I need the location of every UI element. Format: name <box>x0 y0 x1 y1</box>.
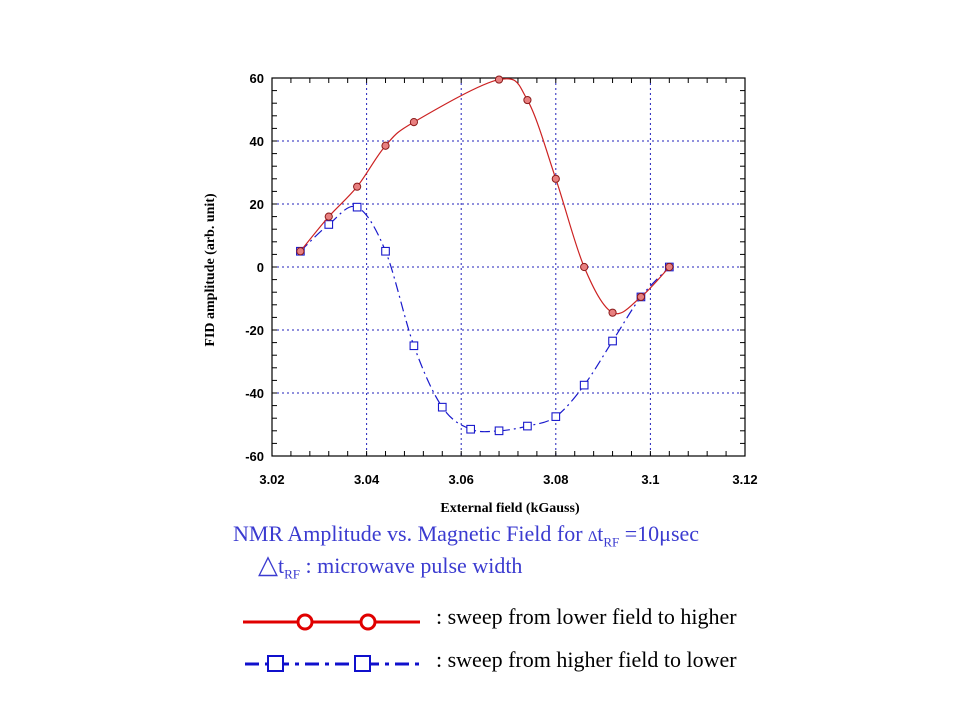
y-tick-label: -40 <box>245 386 264 401</box>
caption-line-1-prefix: NMR Amplitude vs. Magnetic Field for <box>233 521 589 546</box>
legend-red-marker <box>296 613 314 631</box>
series-line-lower-to-higher <box>299 78 670 315</box>
data-point-square <box>523 421 532 431</box>
caption-line-2-rf-subscript: RF <box>284 566 301 582</box>
grid <box>272 78 745 456</box>
data-point-square <box>579 380 589 390</box>
y-tick-label: 20 <box>250 197 264 212</box>
y-tick-label: 40 <box>250 134 264 149</box>
x-tick-label: 3.08 <box>543 472 568 487</box>
caption-line-1: NMR Amplitude vs. Magnetic Field for ∆tR… <box>233 521 699 550</box>
legend-blue-marker <box>354 655 371 672</box>
data-point-circle <box>409 118 418 127</box>
series-line-higher-to-lower <box>299 205 670 433</box>
caption-t: t <box>597 521 604 546</box>
data-point-square <box>608 336 617 346</box>
plot-border <box>271 77 746 457</box>
data-point-circle <box>494 75 504 84</box>
x-tick-label: 3.02 <box>259 472 284 487</box>
legend-red-marker <box>359 613 377 631</box>
data-point-square <box>352 202 362 212</box>
data-point-square <box>551 412 561 421</box>
y-tick-label: -20 <box>245 323 264 338</box>
y-tick-label: 60 <box>250 71 264 86</box>
data-point-square <box>494 426 504 436</box>
delta-symbol: ∆ <box>588 529 598 545</box>
legend-label-blue: : sweep from higher field to lower <box>436 647 737 672</box>
x-tick-label: 3.12 <box>732 472 757 487</box>
data-point-circle <box>551 174 560 183</box>
data-point-circle <box>381 141 390 150</box>
data-point-circle <box>296 247 305 256</box>
data-point-square <box>409 341 419 351</box>
legend <box>243 613 420 672</box>
data-point-square <box>466 424 476 434</box>
y-tick-label: 0 <box>257 260 264 275</box>
caption-rf-subscript: RF <box>603 534 620 550</box>
data-point-circle <box>636 292 646 302</box>
y-axis-label: FID amplitude (arb. unit) <box>203 193 218 347</box>
series-layer <box>296 75 674 436</box>
y-tick-label: -60 <box>245 449 264 464</box>
x-axis-label: External field (kGauss) <box>440 501 580 516</box>
caption-line-2-suffix: : microwave pulse width <box>300 553 523 578</box>
legend-blue-marker <box>267 655 284 672</box>
data-point-circle <box>324 212 333 221</box>
legend-label-red: : sweep from lower field to higher <box>436 604 737 629</box>
x-tick-label: 3.04 <box>354 472 380 487</box>
data-point-circle <box>608 308 617 317</box>
x-tick-label: 3.1 <box>641 472 659 487</box>
data-point-square <box>381 246 390 256</box>
caption-line-2: △tRF : microwave pulse width <box>258 550 522 582</box>
data-point-circle <box>523 95 532 105</box>
tick-labels: 3.02 3.04 3.06 3.08 3.1 3.12 60 40 20 0 -20 -40 -60 <box>245 71 757 487</box>
data-point-circle <box>353 182 362 191</box>
data-point-circle <box>665 262 674 272</box>
x-tick-label: 3.06 <box>449 472 474 487</box>
data-point-square <box>324 220 334 229</box>
data-point-circle <box>580 262 589 272</box>
triangle-symbol: △ <box>258 550 278 579</box>
caption-line-1-suffix: =10μsec <box>619 521 700 546</box>
plot-frame <box>271 77 746 457</box>
data-point-square <box>437 402 447 412</box>
caption-line-2-t: t <box>278 553 285 578</box>
